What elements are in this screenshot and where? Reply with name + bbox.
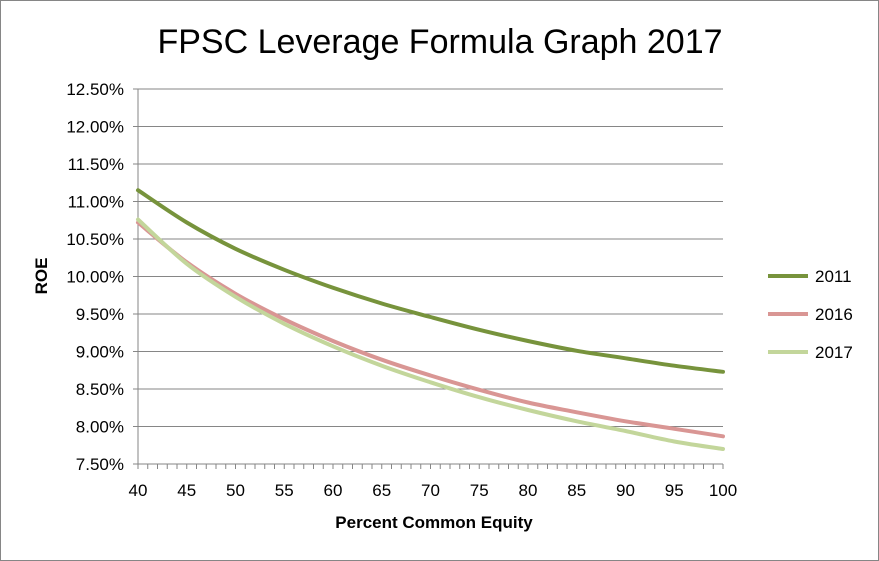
x-tick-label: 55 xyxy=(275,481,294,500)
y-tick-label: 11.50% xyxy=(68,155,124,174)
series-line-2017 xyxy=(136,217,725,451)
x-axis-label: Percent Common Equity xyxy=(335,513,533,532)
gridlines xyxy=(138,88,723,427)
x-tick-label: 65 xyxy=(372,481,391,500)
y-tick-label: 12.50% xyxy=(66,80,124,99)
y-tick-label: 11.00% xyxy=(68,193,124,212)
legend-label-2017: 2017 xyxy=(815,343,853,362)
x-tick-label: 80 xyxy=(519,481,538,500)
x-tick-label: 45 xyxy=(177,481,196,500)
y-tick-label: 9.50% xyxy=(76,305,124,324)
legend-label-2016: 2016 xyxy=(815,305,853,324)
x-tick-label: 75 xyxy=(470,481,489,500)
x-tick-label: 95 xyxy=(665,481,684,500)
x-tick-label: 90 xyxy=(616,481,635,500)
y-axis-ticks: 7.50% 8.00% 8.50% 9.00% 9.50% 10.00% 10.50% 11.… xyxy=(66,80,138,474)
x-axis-ticks: 40 45 50 55 60 65 70 75 80 85 90 95 100 xyxy=(129,464,737,500)
y-tick-label: 10.50% xyxy=(66,230,124,249)
y-tick-label: 12.00% xyxy=(66,118,124,137)
series-line-2011 xyxy=(136,188,725,374)
y-tick-label: 8.00% xyxy=(76,418,124,437)
y-tick-label: 10.00% xyxy=(66,268,124,287)
y-axis-label: ROE xyxy=(32,258,51,295)
legend: 2011 2016 2017 xyxy=(768,267,853,362)
x-tick-label: 40 xyxy=(129,481,148,500)
series-lines xyxy=(136,188,725,451)
legend-label-2011: 2011 xyxy=(815,267,852,286)
series-line-2016 xyxy=(136,220,725,439)
x-tick-label: 50 xyxy=(226,481,245,500)
y-tick-label: 9.00% xyxy=(76,343,124,362)
x-tick-label: 100 xyxy=(709,481,737,500)
x-tick-label: 70 xyxy=(421,481,440,500)
chart-title: FPSC Leverage Formula Graph 2017 xyxy=(157,23,722,61)
y-tick-label: 8.50% xyxy=(76,380,124,399)
y-tick-label: 7.50% xyxy=(76,455,124,474)
x-tick-label: 60 xyxy=(324,481,343,500)
x-tick-label: 85 xyxy=(567,481,586,500)
